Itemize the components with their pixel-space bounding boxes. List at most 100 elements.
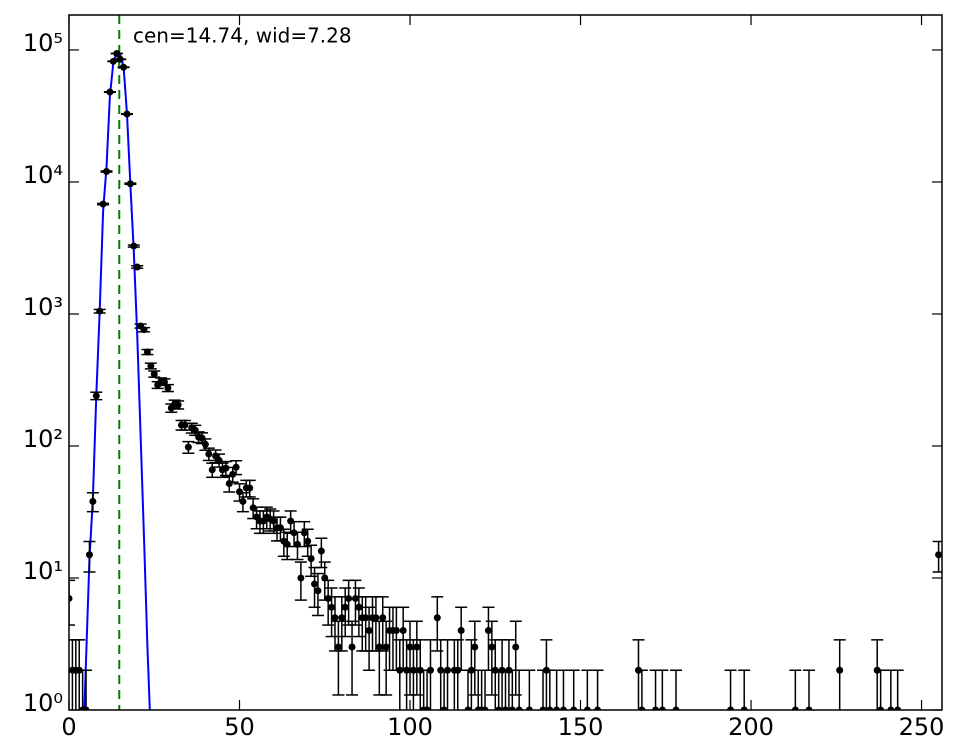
- data-point: [147, 362, 155, 370]
- data-point: [355, 603, 363, 611]
- data-point: [297, 574, 305, 582]
- data-point: [399, 627, 407, 635]
- data-point: [406, 643, 414, 651]
- data-point: [232, 463, 240, 471]
- data-point: [222, 464, 230, 472]
- data-point: [311, 580, 319, 588]
- data-point: [239, 497, 247, 505]
- data-point: [471, 643, 479, 651]
- data-point: [583, 706, 591, 710]
- data-point: [426, 666, 434, 674]
- data-point: [270, 517, 278, 525]
- data-point: [150, 370, 158, 378]
- data-point: [300, 529, 308, 537]
- data-point: [103, 168, 111, 176]
- data-point: [484, 627, 492, 635]
- data-point: [328, 603, 336, 611]
- data-point: [123, 110, 131, 118]
- data-point: [365, 627, 373, 635]
- data-point: [805, 706, 813, 710]
- data-point: [403, 666, 411, 674]
- data-point: [236, 488, 244, 496]
- data-point: [539, 706, 547, 710]
- y-tick-label: 10²: [23, 425, 63, 453]
- data-point: [372, 614, 380, 622]
- data-point: [413, 643, 421, 651]
- data-point: [82, 706, 90, 710]
- data-point: [382, 643, 390, 651]
- y-tick-label: 10⁴: [23, 161, 63, 189]
- data-point: [96, 307, 104, 315]
- y-tick-label: 10¹: [23, 557, 63, 585]
- data-point: [345, 594, 353, 602]
- data-point: [317, 547, 325, 555]
- data-point: [307, 555, 315, 563]
- data-point: [375, 643, 383, 651]
- data-point: [198, 434, 206, 442]
- data-point: [525, 706, 533, 710]
- data-point: [362, 614, 370, 622]
- data-point: [89, 497, 97, 505]
- data-point: [495, 706, 503, 710]
- data-point: [106, 88, 114, 96]
- data-point: [184, 443, 192, 451]
- data-point: [85, 551, 93, 559]
- data-point: [467, 666, 475, 674]
- data-point: [348, 643, 356, 651]
- data-point: [92, 392, 100, 400]
- annotation: cen=14.74, wid=7.28: [133, 24, 352, 48]
- data-point: [515, 706, 523, 710]
- data-point: [727, 706, 735, 710]
- x-tick-label: 50: [224, 713, 255, 741]
- data-point: [351, 594, 359, 602]
- data-point: [553, 706, 561, 710]
- data-point: [457, 627, 465, 635]
- y-tick-label: 10⁰: [23, 689, 63, 717]
- data-point: [164, 384, 172, 392]
- data-point: [512, 643, 520, 651]
- data-point: [120, 63, 128, 71]
- data-point: [133, 263, 141, 271]
- axes-frame: [68, 14, 943, 711]
- data-point: [174, 401, 182, 409]
- data-point: [481, 706, 489, 710]
- data-point: [836, 666, 844, 674]
- data-point: [130, 242, 138, 250]
- data-point: [594, 706, 602, 710]
- data-point: [652, 706, 660, 710]
- data-point: [160, 378, 168, 386]
- data-point: [440, 706, 448, 710]
- data-point: [444, 666, 452, 674]
- data-point: [423, 706, 431, 710]
- data-point: [887, 706, 895, 710]
- plot-area: [69, 15, 942, 710]
- data-point: [201, 440, 209, 448]
- x-tick-label: 250: [899, 713, 945, 741]
- data-point: [143, 348, 151, 356]
- data-point: [508, 706, 516, 710]
- data-point: [338, 614, 346, 622]
- x-tick-label: 200: [728, 713, 774, 741]
- data-point: [894, 706, 902, 710]
- data-point: [488, 643, 496, 651]
- y-tick-label: 10³: [23, 293, 63, 321]
- y-tick-label: 10⁵: [23, 29, 63, 57]
- data-point: [205, 450, 213, 458]
- data-point: [546, 706, 554, 710]
- data-point: [334, 643, 342, 651]
- data-point: [69, 594, 73, 602]
- data-point: [464, 706, 472, 710]
- data-point: [276, 524, 284, 532]
- data-point: [658, 706, 666, 710]
- data-point: [433, 614, 441, 622]
- data-point: [246, 484, 254, 492]
- data-point: [116, 55, 124, 63]
- data-point: [140, 326, 148, 334]
- data-point: [935, 551, 942, 559]
- x-tick-label: 150: [558, 713, 604, 741]
- data-point: [559, 706, 567, 710]
- data-point: [791, 706, 799, 710]
- x-tick-label: 100: [387, 713, 433, 741]
- data-point: [99, 200, 107, 208]
